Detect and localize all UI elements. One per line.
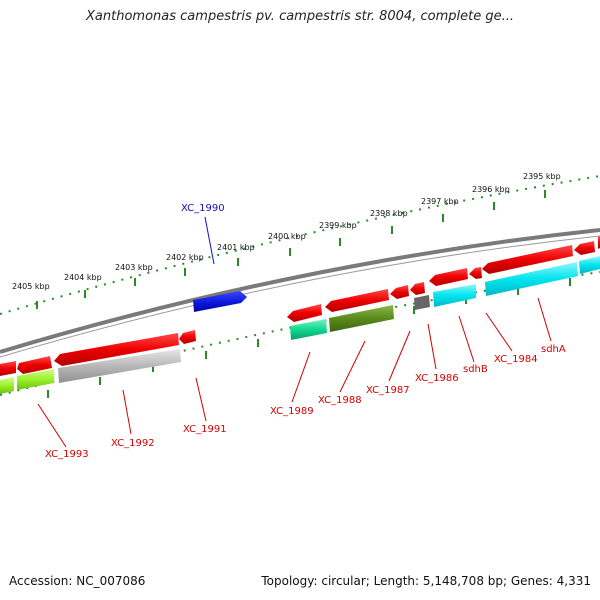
scale-label: 2399 kbp [319, 221, 357, 230]
gene-sdhA-arrow[interactable] [574, 241, 595, 255]
gene-labels: XC_1990 XC_1993 XC_1992 XC_1991 XC_1989 … [45, 203, 566, 460]
label-sdhA[interactable]: sdhA [541, 344, 566, 355]
scale-label: 2404 kbp [64, 273, 102, 282]
scale-label: 2401 kbp [217, 243, 255, 252]
gene-row-red [0, 236, 600, 376]
feature-xc-1993[interactable] [17, 369, 54, 390]
feature-xc-1984[interactable] [485, 262, 578, 296]
gene-xc-1994[interactable] [0, 361, 16, 376]
feature-row [0, 256, 600, 394]
gene-sdhB-arrow[interactable] [429, 268, 468, 286]
gene-xc-1988-arrow[interactable] [325, 289, 389, 312]
scale-label: 2403 kbp [115, 263, 153, 272]
feature-xc-1992[interactable] [58, 349, 181, 383]
scale-label: 2402 kbp [166, 253, 204, 262]
topology-summary: Topology: circular; Length: 5,148,708 bp… [261, 574, 591, 588]
label-xc-1992[interactable]: XC_1992 [111, 438, 155, 449]
feature-sdhA[interactable] [579, 256, 600, 274]
map-title: Xanthomonas campestris pv. campestris st… [86, 9, 514, 24]
gene-xc-1989-arrow[interactable] [287, 304, 322, 322]
label-xc-1988[interactable]: XC_1988 [318, 395, 362, 406]
leader-lines [37, 216, 552, 448]
label-xc-1989[interactable]: XC_1989 [270, 406, 314, 417]
outer-scale [0, 175, 600, 315]
scale-label: 2397 kbp [421, 197, 459, 206]
feature-xc-1994[interactable] [0, 377, 14, 394]
scale-labels: 2405 kbp 2404 kbp 2403 kbp 2402 kbp 2401… [12, 172, 561, 291]
label-xc-1986[interactable]: XC_1986 [415, 373, 459, 384]
gene-xc-1993-arrow[interactable] [17, 356, 52, 374]
gene-xc-1992-arrow[interactable] [54, 333, 179, 366]
scale-label: 2400 kbp [268, 232, 306, 241]
gene-xc-1991-arrow[interactable] [179, 330, 196, 344]
feature-xc-1986[interactable] [414, 295, 430, 310]
label-xc-1993[interactable]: XC_1993 [45, 449, 89, 460]
scale-label: 2396 kbp [472, 185, 510, 194]
scale-label: 2405 kbp [12, 282, 50, 291]
label-xc-1987[interactable]: XC_1987 [366, 385, 410, 396]
label-xc-1984[interactable]: XC_1984 [494, 354, 538, 365]
gene-xc-1984-arrow[interactable] [482, 245, 573, 274]
genome-backbone [0, 228, 600, 358]
feature-sdhB[interactable] [433, 284, 476, 307]
gene-xc-1987-arrow[interactable] [390, 285, 409, 299]
gene-xc-1986-arrow[interactable] [410, 282, 425, 295]
gene-xc-1990[interactable] [193, 291, 247, 312]
gene-sdhB2-arrow[interactable] [469, 267, 482, 279]
label-sdhB[interactable]: sdhB [463, 364, 488, 375]
accession-text: Accession: NC_007086 [9, 574, 146, 588]
feature-xc-1989[interactable] [290, 319, 327, 340]
label-xc-1990[interactable]: XC_1990 [181, 203, 225, 214]
label-xc-1991[interactable]: XC_1991 [183, 424, 227, 435]
scale-label: 2395 kbp [523, 172, 561, 181]
scale-label: 2398 kbp [370, 209, 408, 218]
feature-xc-1988[interactable] [329, 305, 394, 332]
